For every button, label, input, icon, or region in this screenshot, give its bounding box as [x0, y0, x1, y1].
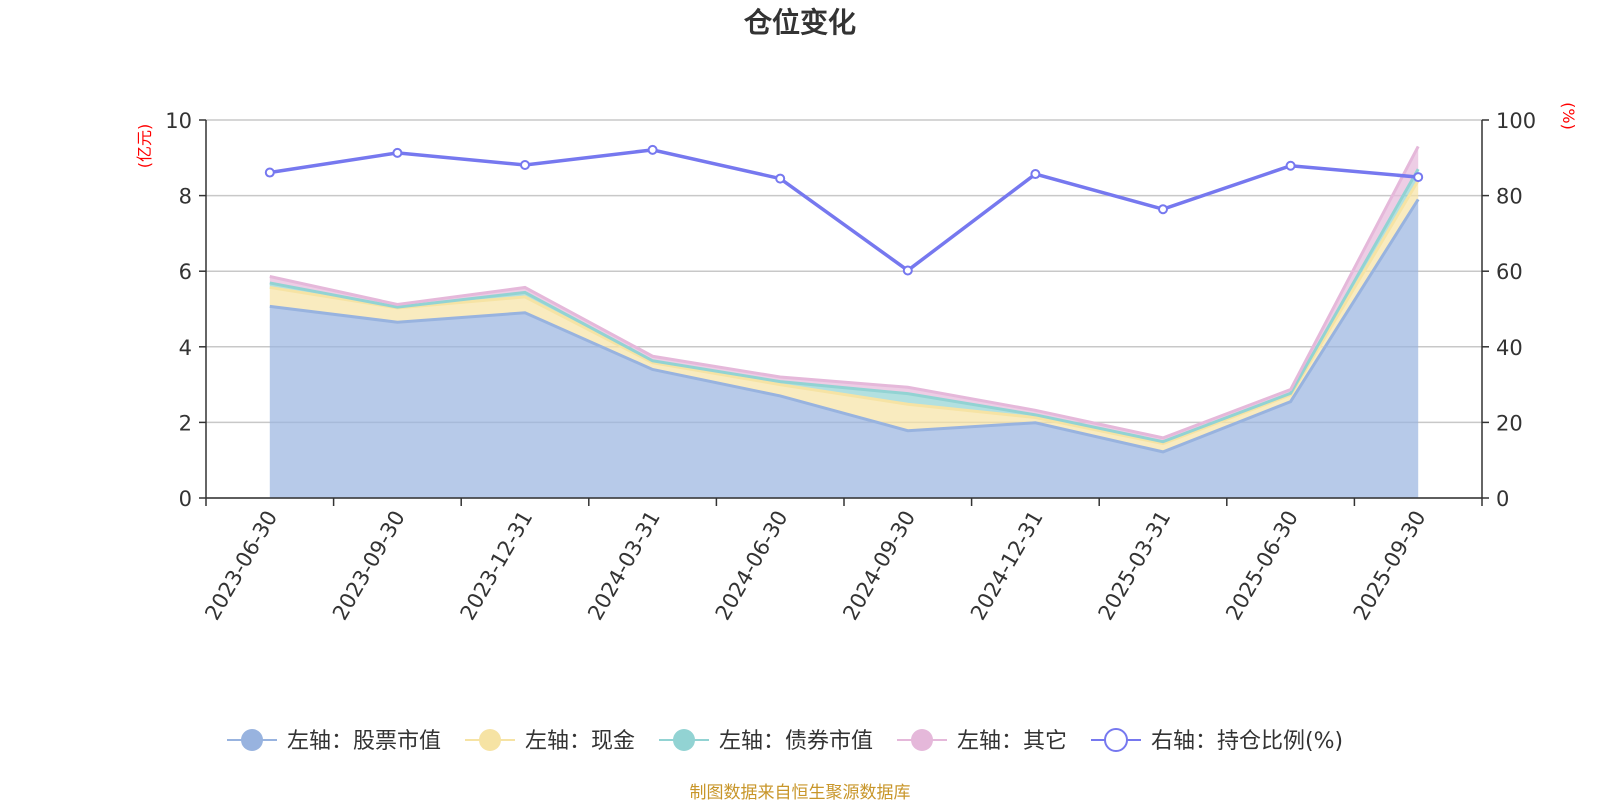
right-axis-tick-label: 80 [1496, 185, 1523, 209]
data-source-footer: 制图数据来自恒生聚源数据库 [689, 783, 911, 803]
holding-ratio-path [269, 148, 1419, 273]
x-tick-label: 2024-03-31 [583, 507, 665, 625]
legend-item: 左轴：债券市值 [659, 729, 873, 754]
legend-marker [911, 729, 933, 751]
legend-item: 左轴：其它 [897, 729, 1067, 754]
right-axis-tick-label: 60 [1496, 260, 1523, 284]
legend-marker [479, 729, 501, 751]
legend-item: 左轴：股票市值 [227, 729, 441, 754]
legend-label: 左轴：债券市值 [719, 729, 873, 754]
x-tick-label: 2024-12-31 [966, 507, 1048, 625]
area-左轴：现金 [269, 180, 1419, 452]
left-axis-tick-label: 2 [179, 411, 192, 435]
legend-label: 右轴：持仓比例(%) [1151, 729, 1343, 754]
legend-item: 右轴：持仓比例(%) [1091, 728, 1343, 754]
area-edge-左轴：现金 [269, 179, 1420, 446]
legend-item: 左轴：现金 [465, 729, 635, 754]
left-axis-unit: (亿元) [135, 124, 154, 169]
holding-ratio-point [1030, 169, 1041, 180]
stacked-areas [269, 145, 1420, 498]
right-axis-tick-label: 20 [1496, 411, 1523, 435]
right-axis-unit: (%) [1559, 102, 1578, 130]
holding-ratio-line [264, 144, 1424, 276]
holding-ratio-point [647, 144, 658, 155]
area-左轴：股票市值 [269, 199, 1419, 498]
legend-label: 左轴：其它 [957, 729, 1067, 754]
x-tick-label: 2024-09-30 [838, 507, 920, 625]
holding-ratio-point [520, 159, 530, 170]
left-axis-tick-label: 8 [179, 185, 192, 209]
holding-ratio-point [1413, 172, 1424, 183]
legend-marker [241, 729, 263, 751]
legend-label: 左轴：股票市值 [287, 729, 441, 754]
x-tick-label: 2025-09-30 [1349, 507, 1431, 625]
right-axis-tick-label: 40 [1496, 336, 1523, 360]
left-axis-tick-label: 4 [179, 336, 192, 360]
chart-title: 仓位变化 [744, 6, 856, 39]
holding-ratio-point [264, 167, 275, 178]
holding-ratio-point [775, 173, 786, 184]
x-tick-label: 2023-06-30 [200, 507, 282, 625]
legend-label: 左轴：现金 [525, 729, 635, 754]
area-edge-左轴：债券市值 [269, 168, 1420, 444]
holding-ratio-point [902, 265, 913, 276]
holding-ratio-point [1158, 204, 1168, 215]
left-axis-tick-label: 6 [179, 260, 192, 284]
legend: 左轴：股票市值 左轴：现金 左轴：债券市值 左轴：其它 右轴：持仓比例(%) [227, 728, 1343, 754]
left-axis-tick-label: 10 [165, 109, 192, 133]
x-tick-label: 2023-12-31 [456, 507, 538, 625]
legend-marker [1104, 728, 1128, 752]
holding-ratio-point [1285, 160, 1296, 171]
x-tick-label: 2025-03-31 [1094, 507, 1176, 625]
right-axis-tick-label: 0 [1496, 487, 1509, 511]
x-tick-label: 2024-06-30 [711, 507, 793, 625]
area-edge-左轴：股票市值 [269, 198, 1420, 454]
legend-marker [673, 729, 695, 751]
left-axis-tick-label: 0 [179, 487, 192, 511]
holding-ratio-point [392, 147, 403, 158]
right-axis-tick-label: 100 [1496, 109, 1536, 133]
x-tick-label: 2023-09-30 [328, 507, 410, 625]
area-edge-左轴：其它 [269, 145, 1420, 440]
x-tick-label: 2025-06-30 [1221, 507, 1303, 625]
